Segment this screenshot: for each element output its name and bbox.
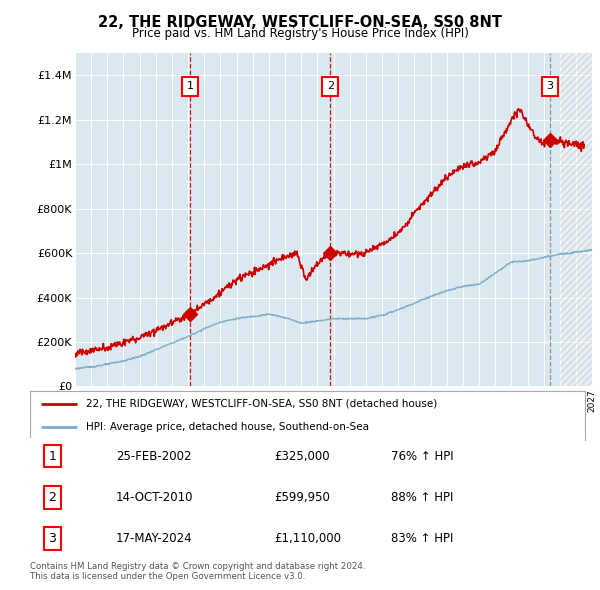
Text: 22, THE RIDGEWAY, WESTCLIFF-ON-SEA, SS0 8NT: 22, THE RIDGEWAY, WESTCLIFF-ON-SEA, SS0 … bbox=[98, 15, 502, 30]
Text: This data is licensed under the Open Government Licence v3.0.: This data is licensed under the Open Gov… bbox=[30, 572, 305, 581]
Text: 14-OCT-2010: 14-OCT-2010 bbox=[116, 491, 194, 504]
Text: 22, THE RIDGEWAY, WESTCLIFF-ON-SEA, SS0 8NT (detached house): 22, THE RIDGEWAY, WESTCLIFF-ON-SEA, SS0 … bbox=[86, 399, 437, 409]
Text: £1,110,000: £1,110,000 bbox=[274, 532, 341, 545]
Text: 76% ↑ HPI: 76% ↑ HPI bbox=[391, 450, 454, 463]
Text: £325,000: £325,000 bbox=[274, 450, 330, 463]
Text: Contains HM Land Registry data © Crown copyright and database right 2024.: Contains HM Land Registry data © Crown c… bbox=[30, 562, 365, 571]
Text: 3: 3 bbox=[547, 81, 553, 91]
Text: £599,950: £599,950 bbox=[274, 491, 330, 504]
Text: 83% ↑ HPI: 83% ↑ HPI bbox=[391, 532, 453, 545]
Text: 88% ↑ HPI: 88% ↑ HPI bbox=[391, 491, 453, 504]
Text: 3: 3 bbox=[48, 532, 56, 545]
Text: Price paid vs. HM Land Registry's House Price Index (HPI): Price paid vs. HM Land Registry's House … bbox=[131, 27, 469, 40]
Text: 1: 1 bbox=[187, 81, 194, 91]
Text: 25-FEB-2002: 25-FEB-2002 bbox=[116, 450, 191, 463]
Text: 1: 1 bbox=[48, 450, 56, 463]
Text: 17-MAY-2024: 17-MAY-2024 bbox=[116, 532, 193, 545]
Bar bbox=[560, 53, 592, 386]
Text: HPI: Average price, detached house, Southend-on-Sea: HPI: Average price, detached house, Sout… bbox=[86, 422, 368, 432]
Text: 2: 2 bbox=[326, 81, 334, 91]
Text: 2: 2 bbox=[48, 491, 56, 504]
